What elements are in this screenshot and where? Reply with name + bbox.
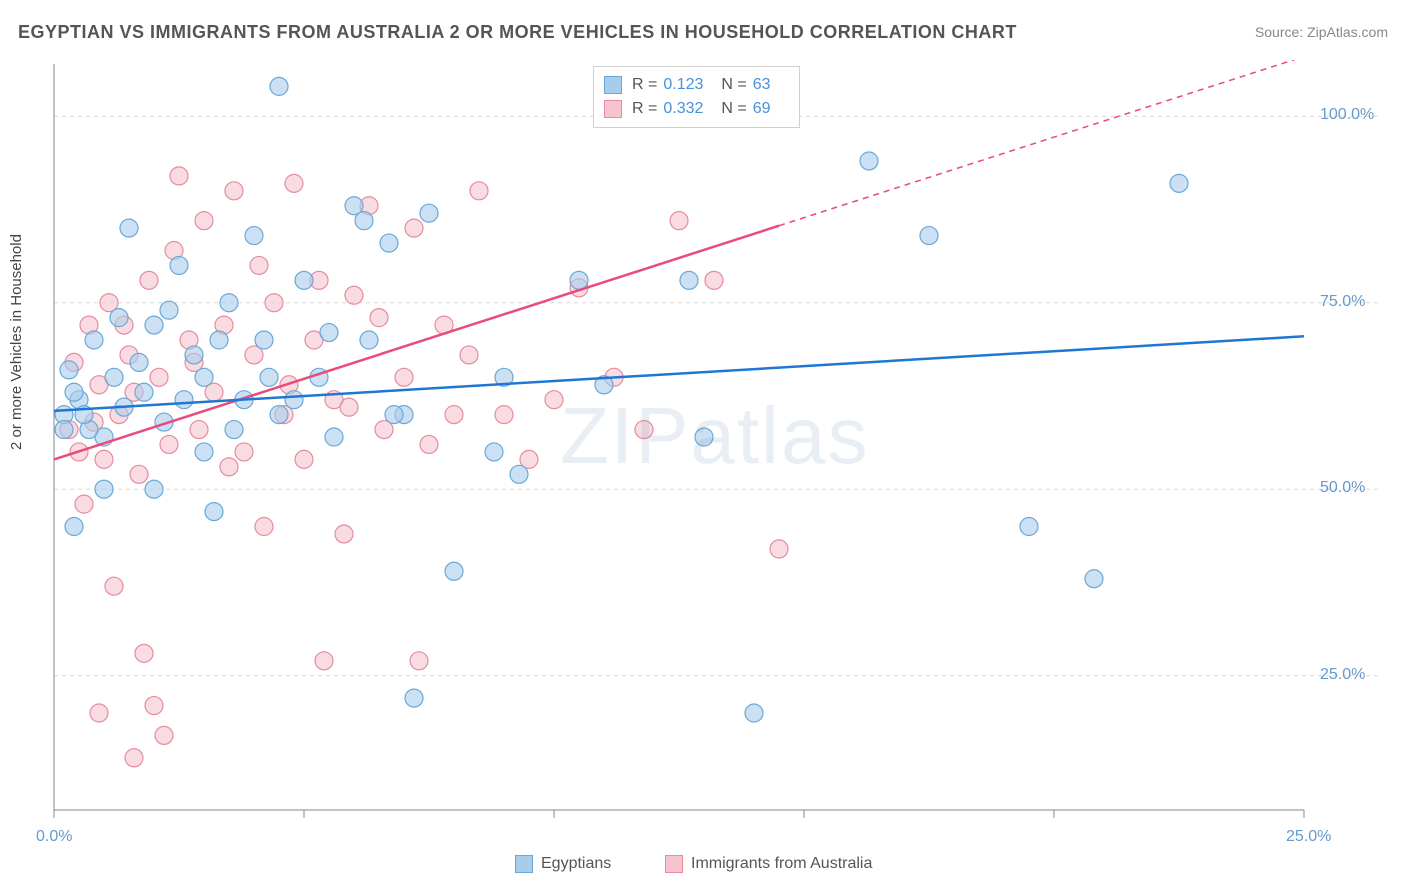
stats-legend-box: R = 0.123 N = 63 R = 0.332 N = 69 xyxy=(593,66,800,128)
swatch-blue xyxy=(604,76,622,94)
axis-tick-label: 50.0% xyxy=(1320,479,1365,497)
swatch-blue-legend xyxy=(515,855,533,873)
stats-row-series2: R = 0.332 N = 69 xyxy=(604,97,789,121)
n-value-1: 63 xyxy=(753,76,771,94)
source-label: Source: xyxy=(1255,24,1307,40)
axis-tick-label: 0.0% xyxy=(36,828,72,846)
scatter-plot xyxy=(50,60,1380,830)
axis-tick-label: 75.0% xyxy=(1320,293,1365,311)
legend-series1: Egyptians xyxy=(515,855,611,873)
source-name: ZipAtlas.com xyxy=(1307,24,1388,40)
n-value-2: 69 xyxy=(753,100,771,118)
axis-tick-label: 25.0% xyxy=(1286,828,1331,846)
n-label-2: N = xyxy=(721,100,746,118)
swatch-pink xyxy=(604,100,622,118)
y-axis-label: 2 or more Vehicles in Household xyxy=(8,234,25,450)
r-value-1: 0.123 xyxy=(663,76,703,94)
swatch-pink-legend xyxy=(665,855,683,873)
r-label-2: R = xyxy=(632,100,657,118)
legend-label-2: Immigrants from Australia xyxy=(691,855,872,873)
stats-row-series1: R = 0.123 N = 63 xyxy=(604,73,789,97)
chart-container: EGYPTIAN VS IMMIGRANTS FROM AUSTRALIA 2 … xyxy=(0,0,1406,892)
chart-title: EGYPTIAN VS IMMIGRANTS FROM AUSTRALIA 2 … xyxy=(18,22,1017,43)
source-attribution: Source: ZipAtlas.com xyxy=(1255,24,1388,40)
r-label-1: R = xyxy=(632,76,657,94)
legend-label-1: Egyptians xyxy=(541,855,611,873)
axis-tick-label: 25.0% xyxy=(1320,666,1365,684)
axis-tick-label: 100.0% xyxy=(1320,106,1374,124)
legend-series2: Immigrants from Australia xyxy=(665,855,872,873)
r-value-2: 0.332 xyxy=(663,100,703,118)
n-label-1: N = xyxy=(721,76,746,94)
